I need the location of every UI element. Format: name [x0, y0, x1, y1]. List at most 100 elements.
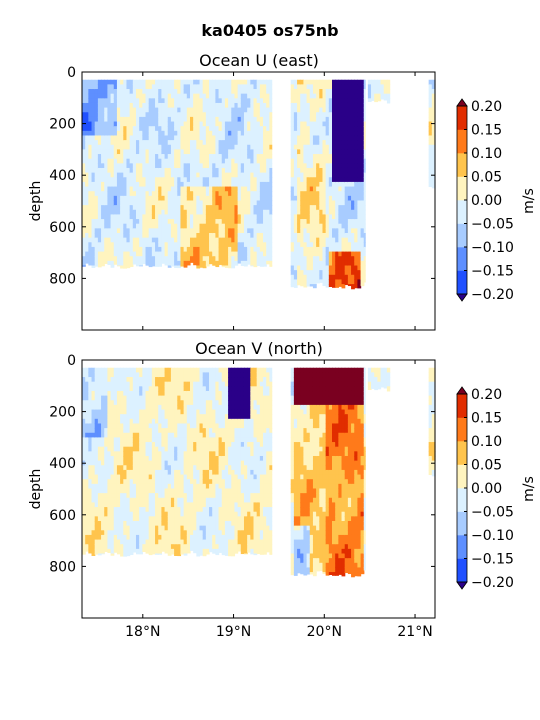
ocean-u-cell: [259, 237, 264, 243]
ocean-v-cell: [139, 493, 143, 499]
ocean-u-cell: [338, 144, 343, 150]
ocean-u-cell: [196, 130, 201, 137]
ocean-u-cell: [312, 154, 317, 160]
ocean-u-cell: [319, 214, 324, 220]
ocean-v-cell: [123, 377, 128, 383]
ocean-v-cell: [155, 469, 159, 476]
ocean-v-cell: [158, 432, 163, 438]
ocean-u-cell: [360, 270, 365, 276]
ocean-v-cell: [164, 479, 169, 485]
ocean-u-cell: [351, 256, 355, 262]
ocean-v-cell: [123, 446, 128, 452]
ocean-v-cell: [101, 455, 105, 462]
ocean-u-cell: [126, 228, 131, 234]
ocean-u-cell: [205, 107, 210, 113]
ocean-v-cell: [180, 511, 185, 517]
ocean-v-cell: [148, 511, 153, 517]
ocean-u-cell: [129, 242, 134, 248]
ocean-u-cell: [196, 251, 201, 257]
ocean-u-cell: [158, 102, 163, 109]
ocean-u-cell: [123, 260, 128, 267]
ocean-u-cell: [228, 219, 232, 225]
ocean-u-cell: [180, 246, 185, 253]
ocean-v-cell: [170, 390, 175, 397]
ocean-u-cell: [107, 107, 112, 113]
ocean-v-cell: [132, 493, 137, 499]
ocean-u-cell: [266, 93, 270, 99]
ocean-u-cell: [116, 223, 121, 229]
ocean-u-cell: [351, 107, 355, 113]
ocean-v-cell: [139, 414, 143, 420]
ocean-v-cell: [120, 465, 124, 471]
ocean-u-cell: [363, 121, 366, 127]
ocean-u-cell: [88, 242, 93, 248]
ocean-u-cell: [170, 209, 175, 216]
ocean-v-cell: [167, 409, 172, 415]
ocean-u-cell: [215, 209, 220, 216]
ocean-u-cell: [104, 228, 109, 234]
ocean-u-cell: [386, 93, 391, 99]
ocean-u-cell: [196, 219, 201, 225]
ocean-u-cell: [174, 135, 178, 141]
ocean-u-cell: [243, 205, 248, 211]
ocean-u-cell: [240, 112, 245, 118]
ocean-u-cell: [88, 251, 93, 257]
ocean-u-cell: [290, 135, 295, 141]
ocean-u-cell: [101, 93, 105, 99]
ocean-u-cell: [218, 135, 223, 141]
ocean-u-cell: [120, 177, 124, 183]
ocean-u-cell: [167, 200, 172, 206]
ocean-v-cell: [180, 530, 185, 536]
ocean-v-cell: [151, 520, 156, 527]
ocean-u-cell: [266, 140, 270, 146]
ocean-u-cell: [253, 167, 258, 174]
ocean-u-cell: [155, 149, 159, 155]
ocean-u-cell: [110, 265, 115, 268]
ocean-u-cell: [263, 172, 267, 178]
ocean-v-cell: [142, 502, 147, 508]
ocean-u-cell: [85, 144, 89, 150]
ocean-u-cell: [202, 242, 207, 248]
ocean-u-cell: [209, 246, 213, 253]
ocean-v-cell: [94, 423, 99, 429]
ocean-u-cell: [132, 251, 137, 257]
ocean-u-cell: [269, 84, 273, 90]
ocean-u-cell: [196, 195, 201, 202]
ocean-v-cell: [151, 553, 156, 555]
ocean-u-cell: [215, 130, 220, 137]
ocean-u-cell: [243, 144, 248, 150]
ocean-u-cell: [363, 214, 366, 220]
ocean-v-cell: [132, 539, 137, 545]
ocean-u-cell: [316, 181, 320, 188]
ocean-u-cell: [126, 200, 131, 206]
ocean-u-cell: [221, 84, 226, 90]
ocean-u-cell: [126, 205, 131, 211]
ocean-u-cell: [174, 251, 178, 257]
ocean-u-cell: [354, 79, 359, 85]
ocean-v-cell: [145, 479, 150, 485]
ocean-u-cell: [338, 251, 343, 257]
ocean-v-cell: [155, 544, 159, 550]
ocean-v-cell: [104, 497, 109, 504]
ocean-u-cell: [101, 130, 105, 137]
ocean-u-cell: [107, 135, 112, 141]
ocean-u-cell: [319, 172, 324, 178]
ocean-u-cell: [101, 140, 105, 146]
ocean-v-cell: [135, 483, 140, 490]
ocean-u-cell: [357, 274, 362, 281]
ocean-u-cell: [269, 214, 273, 220]
ocean-u-cell: [164, 214, 169, 220]
ocean-u-cell: [431, 158, 436, 164]
ocean-v-cell: [85, 539, 89, 545]
ocean-u-cell: [247, 149, 251, 155]
ocean-v-cell: [120, 386, 124, 392]
ocean-u-cell: [293, 242, 298, 248]
ocean-v-cell: [88, 414, 93, 420]
ocean-v-cell: [177, 460, 182, 466]
ocean-u-cell: [82, 93, 86, 99]
ocean-v-cell: [110, 493, 115, 499]
ocean-u-cell: [186, 209, 191, 216]
ocean-v-cell: [88, 455, 93, 462]
ocean-v-cell: [120, 497, 124, 504]
ocean-u-cell: [300, 107, 305, 113]
